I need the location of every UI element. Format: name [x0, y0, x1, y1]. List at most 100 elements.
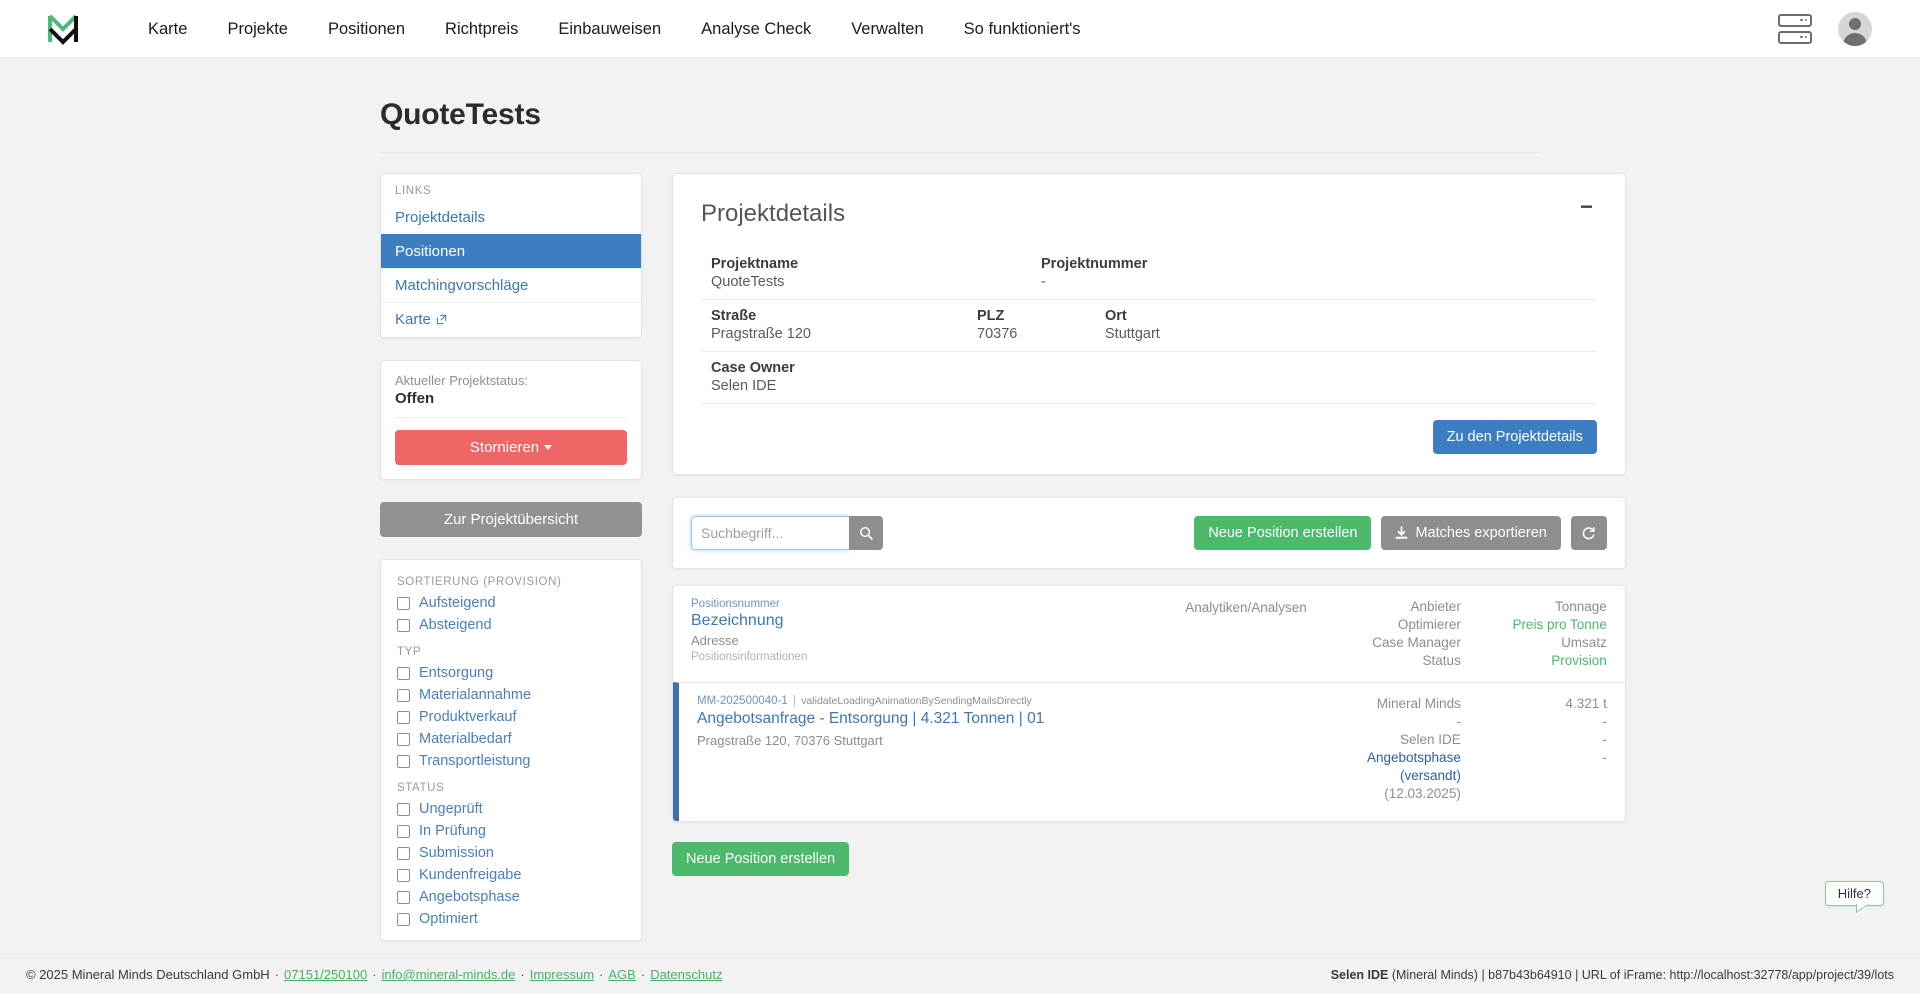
checkbox-in-pruefung[interactable]: [397, 824, 410, 838]
detail-cell-strasse: Straße Pragstraße 120: [711, 308, 977, 342]
filter-row[interactable]: Materialannahme: [381, 684, 641, 706]
detail-row: Straße Pragstraße 120 PLZ 70376 Ort Stut…: [701, 300, 1597, 352]
filter-label[interactable]: Absteigend: [419, 617, 492, 633]
header-status: Status: [1422, 653, 1461, 668]
checkbox-ungeprueft[interactable]: [397, 802, 410, 816]
header-col-analytiken: Analytiken/Analysen: [1131, 598, 1361, 670]
detail-key: PLZ: [977, 308, 1005, 324]
nav-link-so-funktionierts[interactable]: So funktioniert's: [963, 19, 1081, 38]
footer-phone-link[interactable]: 07151/250100: [284, 967, 368, 982]
detail-cell-case-owner: Case Owner Selen IDE: [711, 360, 1041, 394]
nav-link-karte[interactable]: Karte: [148, 19, 188, 38]
filter-row[interactable]: Transportleistung: [381, 750, 641, 772]
row-status-line2: (versandt): [1400, 768, 1461, 783]
nav-link-einbauweisen[interactable]: Einbauweisen: [558, 19, 662, 38]
footer-separator: ·: [640, 967, 646, 982]
filter-row[interactable]: Materialbedarf: [381, 728, 641, 750]
filter-label[interactable]: Angebotsphase: [419, 889, 520, 905]
filter-group-title-sortierung: SORTIERUNG (PROVISION): [397, 576, 562, 588]
zu-den-projektdetails-button[interactable]: Zu den Projektdetails: [1432, 420, 1597, 454]
filter-row[interactable]: Submission: [381, 842, 641, 864]
checkbox-aufsteigend[interactable]: [397, 596, 410, 610]
mineral-minds-logo-icon[interactable]: [40, 8, 86, 50]
filter-label[interactable]: Kundenfreigabe: [419, 867, 522, 883]
matches-exportieren-button[interactable]: Matches exportieren: [1381, 516, 1561, 550]
sidebar-item-positionen[interactable]: Positionen: [381, 234, 641, 268]
checkbox-materialbedarf[interactable]: [397, 732, 410, 746]
nav-link-analyse-check[interactable]: Analyse Check: [701, 19, 812, 38]
sidebar-item-karte[interactable]: Karte: [381, 302, 641, 337]
detail-value: Selen IDE: [711, 378, 777, 394]
nav-link-verwalten[interactable]: Verwalten: [851, 19, 924, 38]
filter-label[interactable]: Transportleistung: [419, 753, 531, 769]
filter-row[interactable]: Kundenfreigabe: [381, 864, 641, 886]
neue-position-erstellen-button-bottom[interactable]: Neue Position erstellen: [672, 842, 850, 876]
footer-separator: ·: [520, 967, 525, 982]
checkbox-submission[interactable]: [397, 846, 410, 860]
row-case-manager: Selen IDE: [1400, 732, 1461, 747]
search-input[interactable]: [691, 516, 849, 550]
footer-impressum-link[interactable]: Impressum: [529, 967, 595, 982]
stornieren-button[interactable]: Stornieren: [395, 430, 627, 465]
nav-link-projekte[interactable]: Projekte: [227, 19, 288, 38]
checkbox-materialannahme[interactable]: [397, 688, 410, 702]
collapse-toggle-icon[interactable]: −: [1579, 194, 1593, 219]
filter-row[interactable]: Angebotsphase: [381, 886, 641, 908]
filter-label[interactable]: Aufsteigend: [419, 595, 496, 611]
table-row[interactable]: MM-202500040-1 | validateLoadingAnimatio…: [673, 682, 1625, 821]
header-analytiken: Analytiken/Analysen: [1185, 600, 1307, 615]
server-icon[interactable]: [1778, 13, 1812, 44]
nav-link-richtpreis[interactable]: Richtpreis: [445, 19, 519, 38]
filter-row[interactable]: Absteigend: [381, 614, 641, 636]
refresh-icon: [1583, 526, 1595, 539]
checkbox-optimiert[interactable]: [397, 912, 410, 926]
footer-session-info: Selen IDE (Mineral Minds) | b87b43b64910…: [1331, 968, 1894, 982]
user-avatar[interactable]: [1838, 11, 1872, 46]
header-preis-pro-tonne: Preis pro Tonne: [1512, 617, 1607, 632]
neue-position-erstellen-button-top[interactable]: Neue Position erstellen: [1194, 516, 1372, 550]
checkbox-angebotsphase[interactable]: [397, 890, 410, 904]
row-preis-pro-tonne: -: [1602, 714, 1607, 729]
filter-row[interactable]: Produktverkauf: [381, 706, 641, 728]
filter-row[interactable]: Optimiert: [381, 908, 641, 930]
checkbox-transportleistung[interactable]: [397, 754, 410, 768]
page-title: QuoteTests: [380, 98, 541, 131]
detail-cell-ort: Ort Stuttgart: [1105, 308, 1597, 342]
zur-projektuebersicht-button[interactable]: Zur Projektübersicht: [380, 502, 642, 537]
checkbox-entsorgung[interactable]: [397, 666, 410, 680]
filter-row[interactable]: Ungeprüft: [381, 798, 641, 820]
refresh-button[interactable]: [1570, 516, 1607, 550]
filter-row[interactable]: Entsorgung: [381, 662, 641, 684]
checkbox-absteigend[interactable]: [397, 618, 410, 632]
header-bezeichnung[interactable]: Bezeichnung: [691, 612, 784, 629]
filter-group-title-status: STATUS: [397, 782, 445, 794]
filter-label[interactable]: Materialbedarf: [419, 731, 512, 747]
project-details-title: Projektdetails: [701, 200, 846, 227]
filter-label[interactable]: Submission: [419, 845, 494, 861]
filter-row[interactable]: Aufsteigend: [381, 592, 641, 614]
footer-datenschutz-link[interactable]: Datenschutz: [650, 967, 723, 982]
row-status-line1: Angebotsphase: [1367, 750, 1461, 765]
footer-agb-link[interactable]: AGB: [608, 967, 636, 982]
help-bubble[interactable]: Hilfe?: [1824, 881, 1884, 913]
row-number: MM-202500040-1: [697, 695, 788, 707]
filter-label[interactable]: Entsorgung: [419, 665, 494, 681]
checkbox-produktverkauf[interactable]: [397, 710, 410, 724]
header-positionsinformationen: Positionsinformationen: [691, 651, 808, 663]
sidebar: LINKS Projektdetails Positionen Matching…: [380, 173, 642, 941]
filter-label[interactable]: Materialannahme: [419, 687, 532, 703]
filter-label[interactable]: Ungeprüft: [419, 801, 483, 817]
filter-row[interactable]: In Prüfung: [381, 820, 641, 842]
nav-link-positionen[interactable]: Positionen: [327, 19, 406, 38]
filter-label[interactable]: Optimiert: [419, 911, 478, 927]
footer-separator: ·: [372, 967, 377, 982]
filter-label[interactable]: Produktverkauf: [419, 709, 517, 725]
search-button[interactable]: [849, 516, 883, 550]
sidebar-item-projektdetails[interactable]: Projektdetails: [395, 209, 486, 226]
filter-label[interactable]: In Prüfung: [419, 823, 486, 839]
row-bezeichnung[interactable]: Angebotsanfrage - Entsorgung | 4.321 Ton…: [697, 710, 1045, 727]
sidebar-item-matchingvorschlaege[interactable]: Matchingvorschläge: [381, 268, 641, 302]
footer-email-link[interactable]: info@mineral-minds.de: [381, 967, 516, 982]
toolbar-actions: Neue Position erstellen Matches exportie…: [1194, 516, 1607, 550]
checkbox-kundenfreigabe[interactable]: [397, 868, 410, 882]
